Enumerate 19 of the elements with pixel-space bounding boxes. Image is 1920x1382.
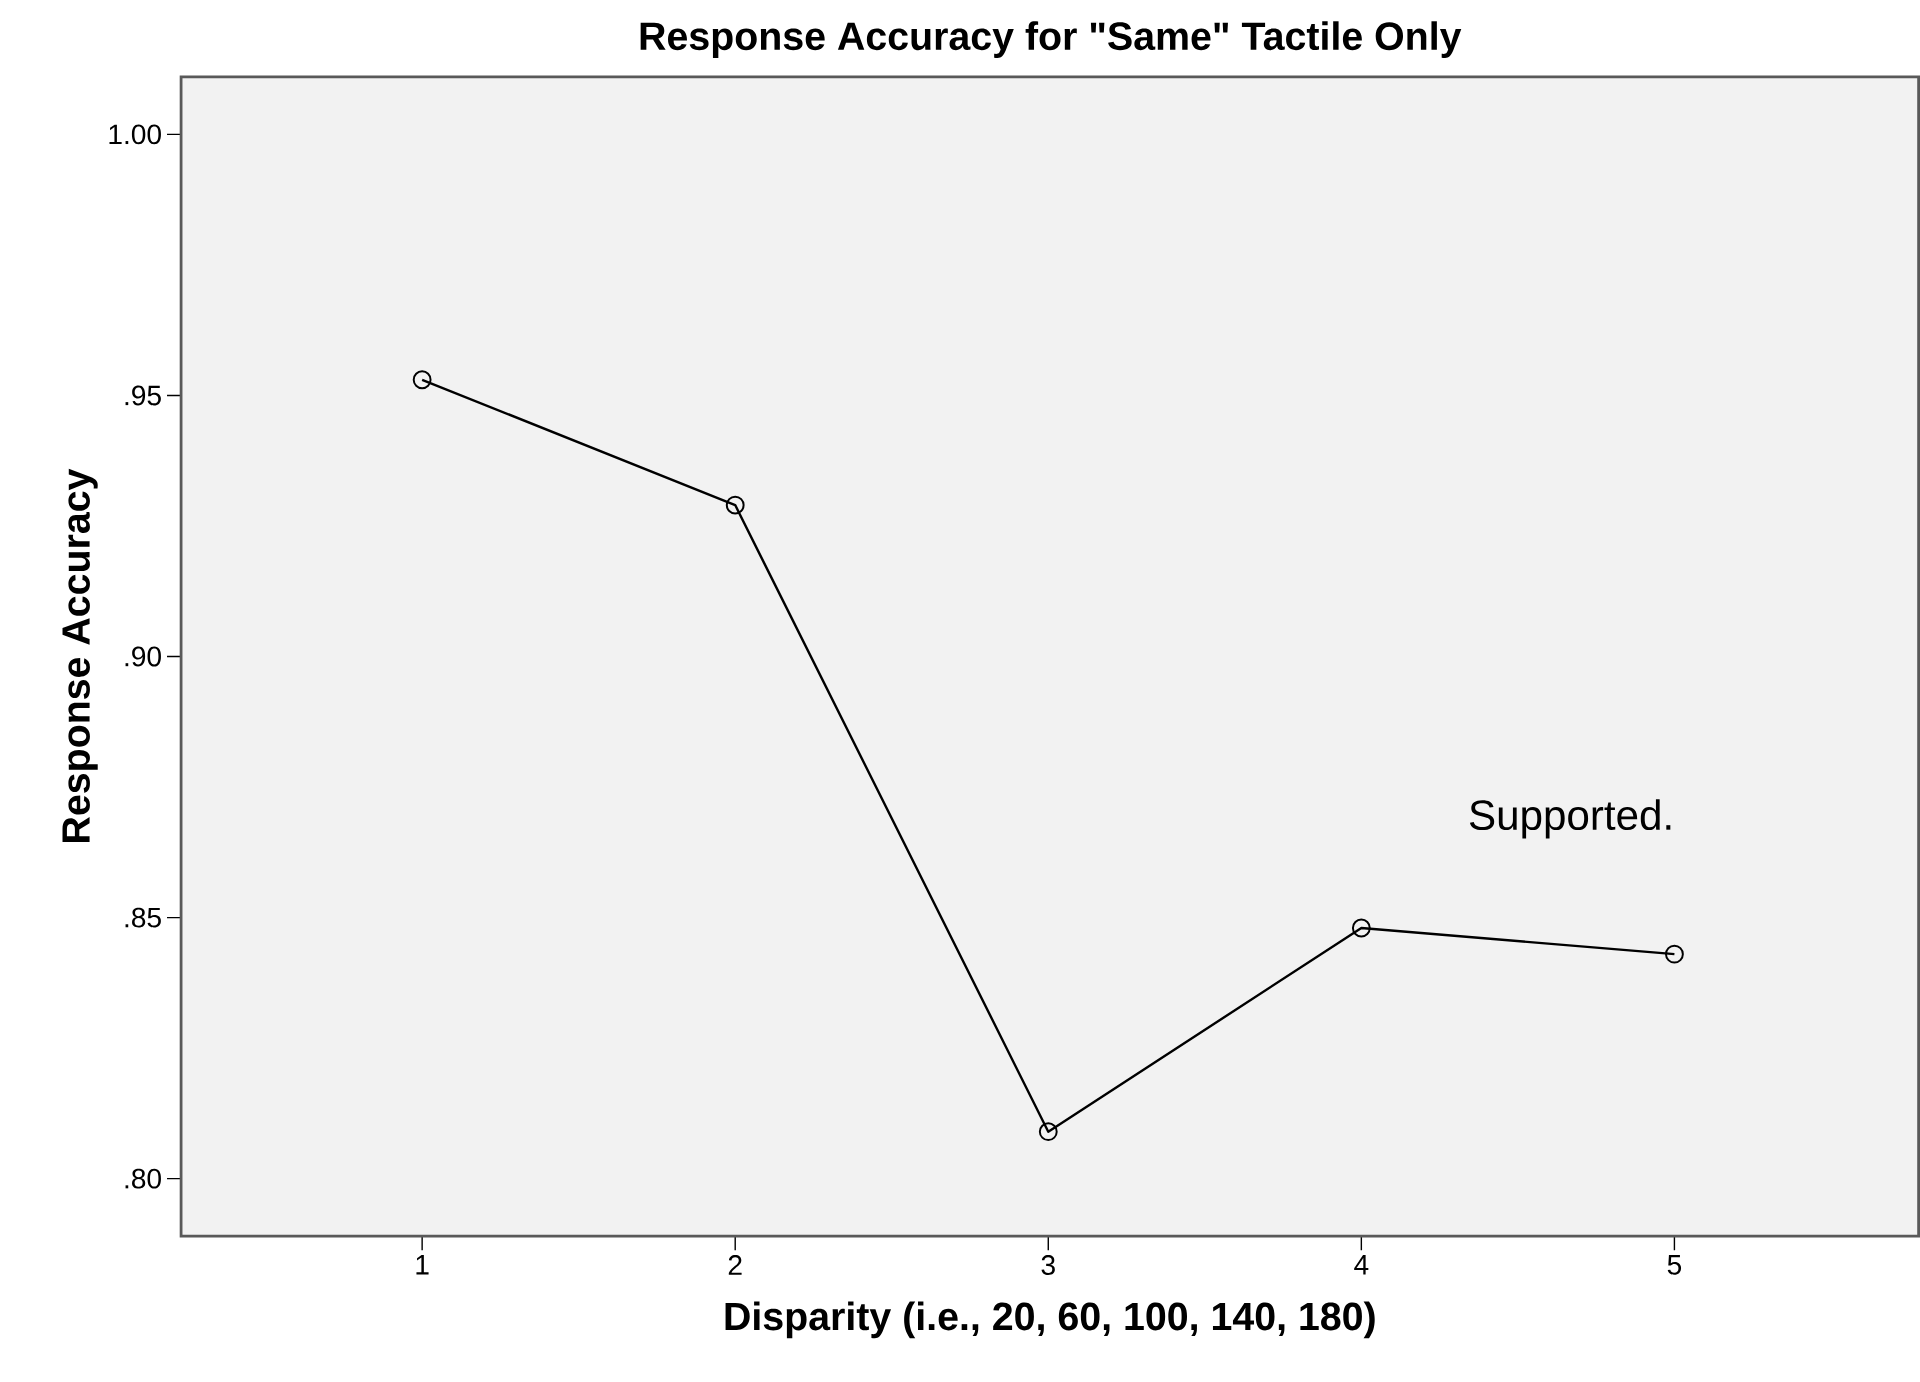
y-tick-label: .95: [125, 385, 161, 406]
y-tick-label: .80: [125, 1168, 161, 1189]
annotation: Supported.: [1469, 799, 1671, 839]
y-tick-label: 1.00: [109, 124, 161, 145]
x-tick-label: 1: [416, 1255, 429, 1275]
point: [725, 495, 745, 515]
point: [1351, 918, 1371, 938]
chart-title: Response Accuracy for "Same" Tactile Only: [640, 21, 1462, 58]
y-axis-title: Response Accuracy: [62, 468, 98, 842]
x-tick-label: 4: [1354, 1255, 1369, 1275]
x-tick-label: 3: [1041, 1255, 1055, 1275]
x-tick-label: 2: [728, 1255, 742, 1275]
point: [412, 370, 432, 390]
x-axis-title: Disparity (i.e., 20, 60, 100, 140, 180): [725, 1301, 1375, 1339]
y-tick-label: .85: [125, 907, 161, 928]
x-tick-label: 5: [1667, 1255, 1682, 1275]
point: [1038, 1122, 1058, 1142]
y-tick-label: .90: [125, 646, 161, 667]
point: [1665, 944, 1684, 964]
